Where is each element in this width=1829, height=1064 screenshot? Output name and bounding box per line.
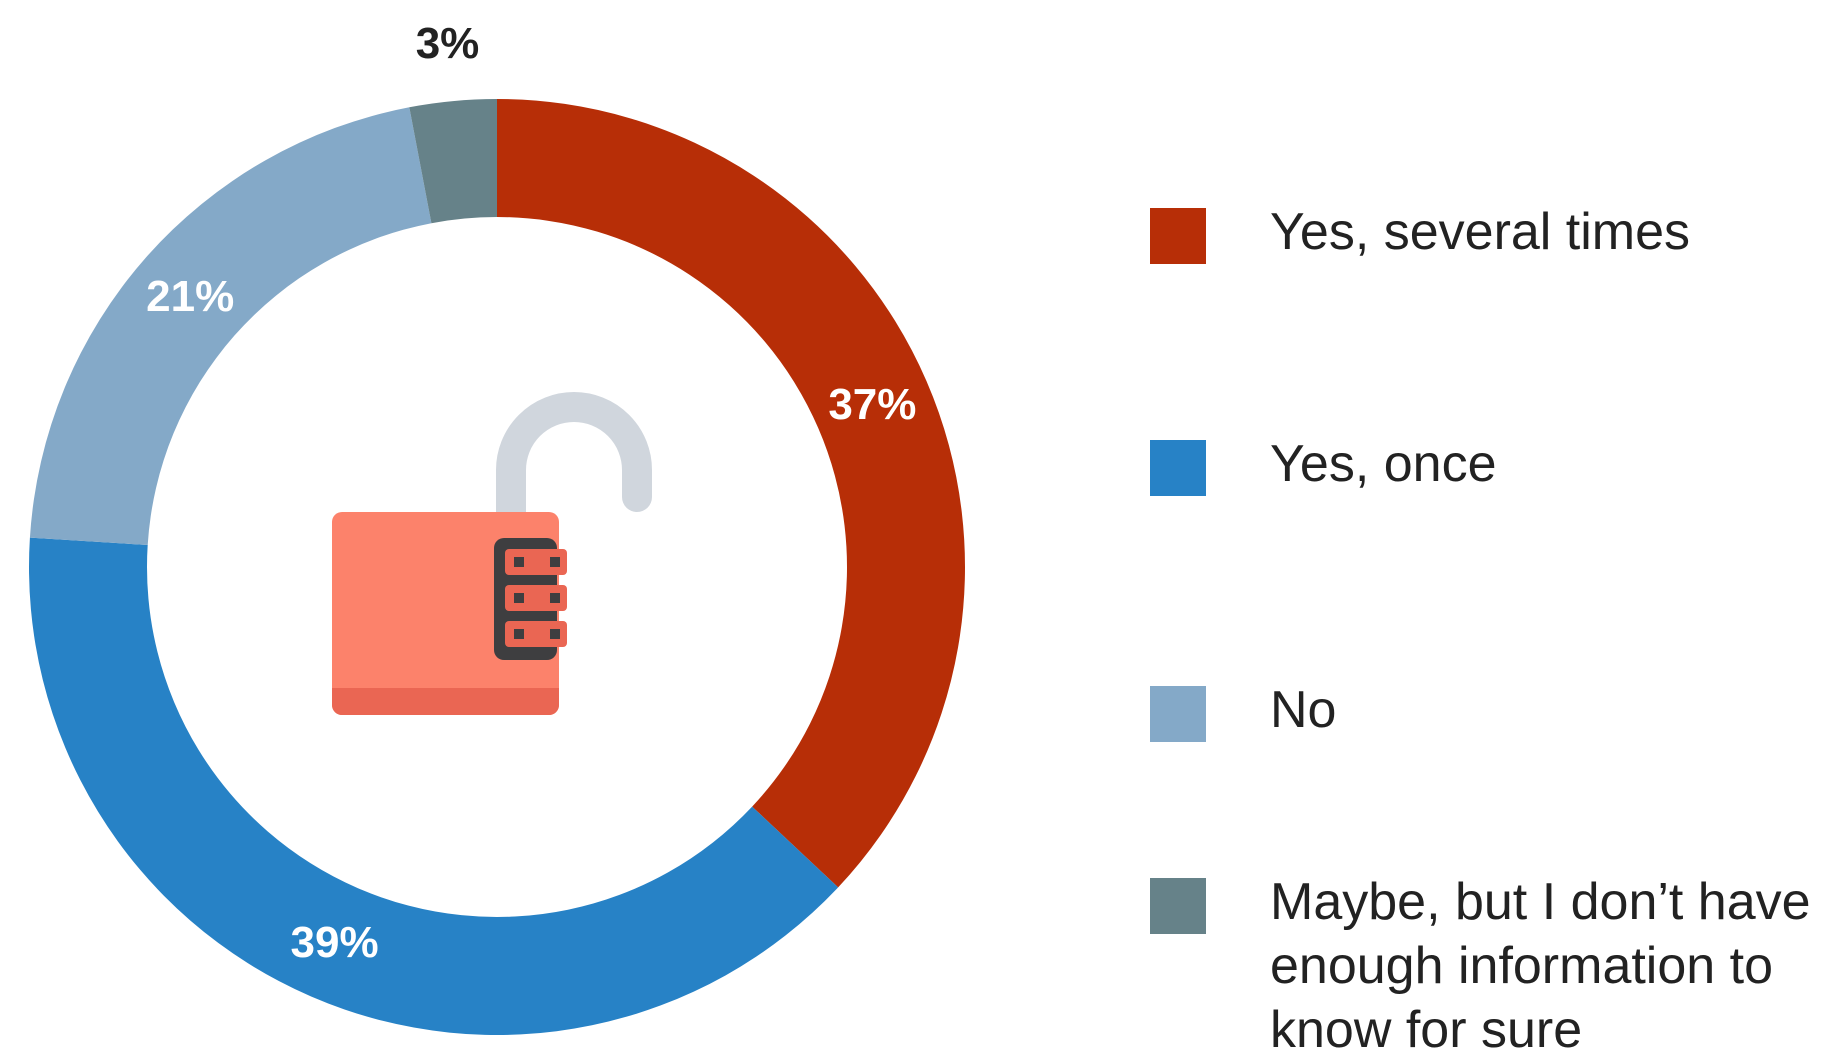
chart-legend: Yes, several times Yes, once No Maybe, b…	[1150, 0, 1829, 1064]
slice-label-4: 3%	[416, 19, 480, 68]
slice-label-2: 39%	[291, 918, 379, 967]
legend-label: No	[1270, 681, 1337, 739]
legend-label: Maybe, but I don’t have enough informati…	[1270, 873, 1811, 1059]
legend-item-maybe: Maybe, but I don’t have enough informati…	[1150, 870, 1829, 1062]
slice-labels: 37% 39% 21% 3%	[146, 19, 916, 967]
padlock-dials	[505, 549, 567, 647]
legend-item-no: No	[1150, 678, 1829, 742]
open-padlock-icon	[332, 392, 652, 715]
slice-label-1: 37%	[828, 380, 916, 429]
legend-item-yes-once: Yes, once	[1150, 432, 1829, 496]
legend-swatch	[1150, 878, 1206, 934]
padlock-shackle	[496, 392, 652, 530]
slice-label-3: 21%	[146, 272, 234, 321]
padlock-base	[332, 688, 559, 715]
donut-slice-1	[497, 99, 965, 888]
legend-swatch	[1150, 440, 1206, 496]
legend-swatch	[1150, 686, 1206, 742]
legend-item-yes-several-times: Yes, several times	[1150, 200, 1829, 264]
donut-chart: 37% 39% 21% 3%	[28, 19, 965, 1035]
donut-slice-2	[28, 537, 839, 1035]
legend-label: Yes, several times	[1270, 203, 1691, 261]
legend-label: Yes, once	[1270, 435, 1497, 493]
donut-slices	[28, 99, 965, 1035]
legend-swatch	[1150, 208, 1206, 264]
donut-slice-3	[29, 107, 432, 546]
donut-slice-4	[409, 99, 497, 224]
